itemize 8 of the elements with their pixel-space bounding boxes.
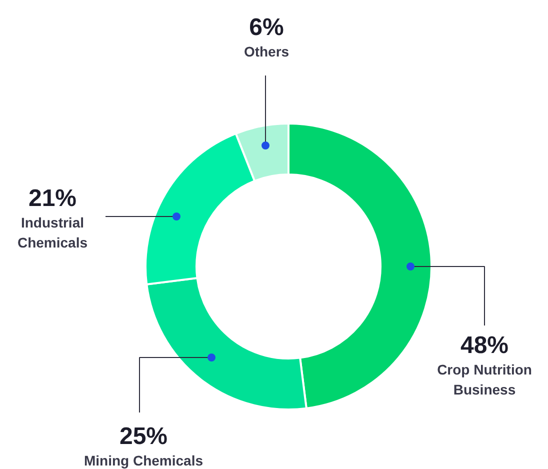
data-label: 21% (28, 185, 77, 212)
slice-label: Others (244, 44, 290, 60)
slice-label: Crop Nutrition Business (437, 362, 532, 398)
data-label: 48% (460, 332, 509, 359)
slice-label: Mining Chemicals (84, 452, 204, 468)
slice-label: Industrial Chemicals (17, 214, 88, 250)
data-label: 6% (249, 14, 284, 41)
data-label: 25% (119, 423, 168, 450)
